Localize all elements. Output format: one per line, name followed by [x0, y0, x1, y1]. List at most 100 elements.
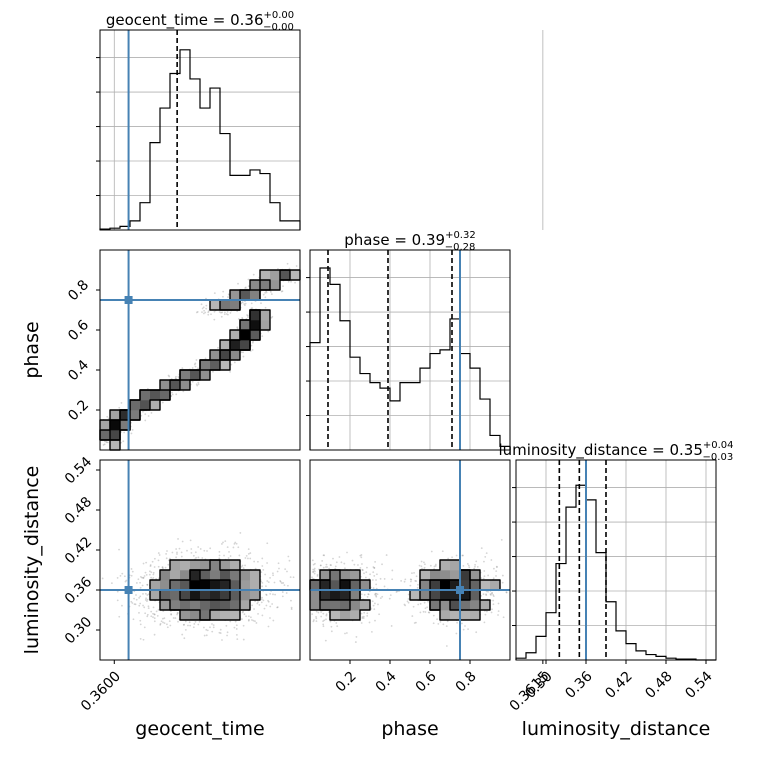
sample-point: [246, 314, 249, 317]
sample-point: [242, 638, 245, 641]
sample-point: [414, 580, 417, 582]
sample-point: [143, 575, 146, 577]
sample-point: [161, 617, 164, 620]
sample-point: [130, 568, 133, 570]
density-cell: [430, 590, 441, 601]
sample-point: [146, 613, 149, 616]
sample-point: [147, 593, 150, 596]
density-cell: [230, 300, 241, 311]
sample-point: [218, 550, 221, 553]
sample-point: [492, 595, 495, 598]
sample-point: [229, 370, 231, 373]
sample-point: [375, 583, 378, 586]
sample-point: [269, 617, 271, 619]
sample-point: [177, 538, 179, 540]
sample-point: [225, 624, 228, 627]
sample-point: [207, 311, 210, 314]
sample-point: [379, 597, 382, 600]
sample-point: [424, 611, 427, 613]
truth-marker: [124, 296, 133, 304]
sample-point: [370, 630, 373, 633]
sample-point: [264, 573, 267, 576]
sample-point: [130, 432, 133, 435]
sample-point: [282, 285, 284, 288]
density-cell: [450, 600, 461, 611]
sample-point: [235, 628, 238, 630]
sample-point: [321, 560, 324, 562]
sample-point: [282, 582, 285, 584]
density-cell: [350, 600, 361, 611]
sample-point: [467, 564, 470, 567]
density-cell: [210, 580, 221, 591]
sample-point: [420, 565, 423, 568]
y-tick-label: 0.36: [62, 574, 95, 607]
sample-point: [329, 620, 332, 623]
sample-point: [148, 573, 151, 576]
sample-point: [211, 630, 214, 633]
contour-level-1: [159, 559, 241, 621]
density-cell: [430, 570, 441, 581]
sample-point: [210, 313, 212, 316]
density-cell: [230, 600, 241, 611]
sample-point: [224, 311, 226, 314]
title-main: luminosity_distance = 0.35: [498, 441, 702, 460]
density-cell: [210, 570, 221, 581]
sample-point: [287, 555, 290, 558]
sample-point: [388, 597, 391, 600]
sample-point: [251, 307, 254, 310]
sample-point: [325, 618, 327, 621]
sample-point: [142, 604, 144, 607]
sample-point: [267, 581, 270, 584]
sample-point: [201, 557, 204, 559]
density-cell: [420, 570, 431, 581]
sample-point: [286, 584, 289, 587]
sample-point: [230, 363, 233, 366]
sample-point: [434, 563, 437, 566]
sample-point: [261, 335, 264, 338]
sample-point: [142, 638, 145, 641]
sample-point: [196, 310, 199, 313]
sample-point: [490, 559, 493, 561]
panel-frame: [515, 459, 717, 661]
density-cell: [200, 610, 211, 621]
sample-point: [334, 565, 337, 568]
density-cell: [190, 560, 201, 571]
density-cell: [180, 380, 191, 391]
sample-point: [492, 567, 495, 570]
sample-point: [376, 593, 379, 596]
sample-point: [272, 619, 275, 622]
sample-point: [379, 577, 382, 580]
density-cell: [120, 420, 131, 431]
sample-point: [197, 367, 199, 370]
sample-point: [219, 628, 222, 631]
sample-point: [247, 557, 249, 560]
density-cell: [450, 580, 461, 591]
density-cell: [230, 610, 241, 621]
density-cell: [440, 560, 451, 571]
density-cell: [170, 600, 181, 611]
sample-point: [157, 559, 160, 562]
sample-point: [242, 567, 245, 570]
density-cell: [210, 560, 221, 571]
density-cell: [460, 600, 471, 611]
sample-point: [205, 307, 208, 310]
sample-point: [323, 554, 326, 557]
sample-point: [135, 594, 137, 596]
sample-point: [169, 624, 172, 627]
density-cell: [230, 340, 241, 351]
sample-point: [153, 617, 156, 620]
sample-point: [265, 593, 268, 596]
truth-marker: [124, 586, 133, 594]
x-tick-label: 0.48: [642, 668, 675, 701]
x-tick-label: 0.2: [333, 668, 360, 695]
sample-point: [161, 567, 164, 570]
density-cell: [250, 330, 261, 341]
sample-point: [476, 565, 479, 568]
sample-point: [236, 326, 239, 329]
sample-point: [332, 557, 334, 560]
sample-point: [311, 559, 314, 562]
sample-point: [378, 613, 381, 616]
sample-point: [222, 290, 225, 293]
sample-point: [225, 313, 228, 315]
sample-point: [427, 600, 429, 603]
